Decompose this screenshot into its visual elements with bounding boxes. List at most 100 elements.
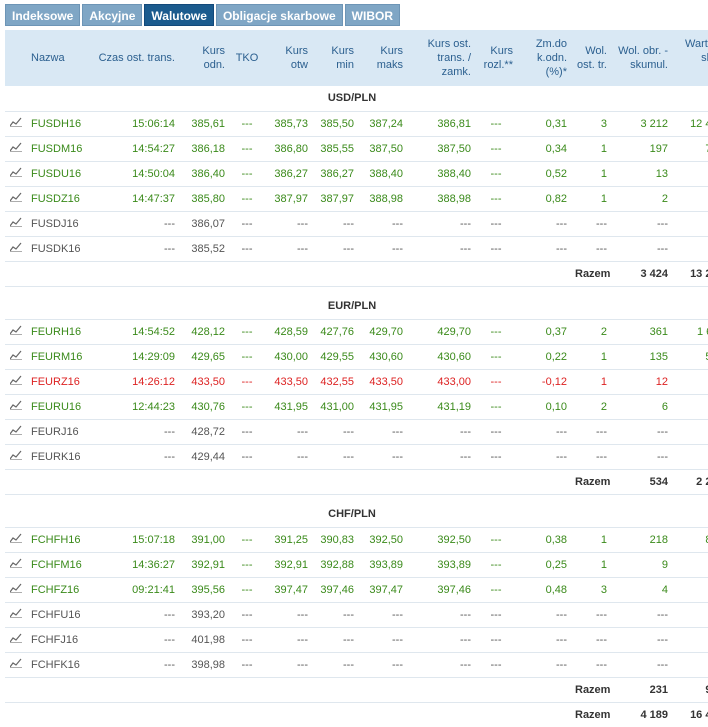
cell-wart-obr: 1 633,11 [672, 319, 708, 345]
table-row[interactable]: FCHFH16 15:07:18 391,00 --- 391,25 390,83 392,… [5, 527, 708, 553]
table-row[interactable]: FEURZ16 14:26:12 433,50 --- 433,50 432,55 433,… [5, 369, 708, 395]
cell-tko: --- [229, 552, 265, 578]
cell-czas: 14:47:37 [93, 186, 179, 212]
chart-line-icon[interactable] [5, 577, 27, 603]
cell-name[interactable]: FEURZ16 [27, 369, 93, 395]
chart-line-icon[interactable] [5, 211, 27, 237]
header-wol-ost[interactable]: Wol. ost. tr. [571, 30, 611, 86]
table-row[interactable]: FUSDZ16 14:47:37 385,80 --- 387,97 387,97 388,… [5, 186, 708, 212]
table-row[interactable]: FEURH16 14:54:52 428,12 --- 428,59 427,76 429,… [5, 319, 708, 345]
chart-line-icon[interactable] [5, 652, 27, 678]
chart-line-icon[interactable] [5, 236, 27, 262]
group-header-row: CHF/PLN [5, 502, 708, 528]
chart-line-icon[interactable] [5, 602, 27, 628]
table-row[interactable]: FCHFU16 --- 393,20 --- --- --- --- --- --- --- ---… [5, 602, 708, 628]
cell-wol-ost: 1 [571, 186, 611, 212]
tab-wibor[interactable]: WIBOR [344, 4, 400, 26]
cell-wart-obr: --- [672, 236, 708, 262]
cell-kurs-min: 390,83 [312, 527, 358, 553]
chart-line-icon[interactable] [5, 344, 27, 370]
chart-line-icon[interactable] [5, 552, 27, 578]
header-kurs-min[interactable]: Kurs min [312, 30, 358, 86]
table-row[interactable]: FUSDM16 14:54:27 386,18 --- 386,80 385,55 387,… [5, 136, 708, 162]
cell-kurs-otw: --- [265, 419, 312, 445]
chart-line-icon[interactable] [5, 627, 27, 653]
table-row[interactable]: FEURM16 14:29:09 429,65 --- 430,00 429,55 430,… [5, 344, 708, 370]
cell-tko: --- [229, 186, 265, 212]
chart-line-icon[interactable] [5, 419, 27, 445]
table-row[interactable]: FUSDH16 15:06:14 385,61 --- 385,73 385,50 387,… [5, 111, 708, 137]
chart-line-icon[interactable] [5, 161, 27, 187]
cell-name[interactable]: FEURU16 [27, 394, 93, 420]
cell-czas: --- [93, 236, 179, 262]
cell-name[interactable]: FCHFZ16 [27, 577, 93, 603]
table-row[interactable]: FCHFJ16 --- 401,98 --- --- --- --- --- --- --- ---… [5, 627, 708, 653]
cell-wart-obr: --- [672, 419, 708, 445]
cell-name[interactable]: FCHFU16 [27, 602, 93, 628]
cell-name[interactable]: FUSDZ16 [27, 186, 93, 212]
chart-line-icon[interactable] [5, 136, 27, 162]
table-row[interactable]: FUSDU16 14:50:04 386,40 --- 386,27 386,27 388,… [5, 161, 708, 187]
table-row[interactable]: FCHFM16 14:36:27 392,91 --- 392,91 392,88 393,… [5, 552, 708, 578]
cell-wol-obr: 12 [611, 369, 672, 395]
chart-line-icon[interactable] [5, 444, 27, 470]
tab-obligacje-skarbowe[interactable]: Obligacje skarbowe [215, 4, 343, 26]
cell-czas: 14:36:27 [93, 552, 179, 578]
cell-name[interactable]: FEURM16 [27, 344, 93, 370]
group-header-blank [611, 294, 708, 320]
cell-name[interactable]: FCHFM16 [27, 552, 93, 578]
cell-name[interactable]: FCHFK16 [27, 652, 93, 678]
cell-tko: --- [229, 652, 265, 678]
cell-czas: 14:29:09 [93, 344, 179, 370]
total-blank [5, 677, 571, 703]
tab-walutowe[interactable]: Walutowe [144, 4, 214, 26]
header-czas[interactable]: Czas ost. trans. [93, 30, 179, 86]
table-row[interactable]: FUSDJ16 --- 386,07 --- --- --- --- --- --- --- ---… [5, 211, 708, 237]
header-wol-obr[interactable]: Wol. obr. - skumul. [611, 30, 672, 86]
table-row[interactable]: FEURK16 --- 429,44 --- --- --- --- --- --- --- ---… [5, 444, 708, 470]
cell-kurs-ost: 387,50 [407, 136, 475, 162]
cell-name[interactable]: FUSDJ16 [27, 211, 93, 237]
cell-tko: --- [229, 111, 265, 137]
tab-akcyjne[interactable]: Akcyjne [82, 4, 143, 26]
cell-name[interactable]: FCHFJ16 [27, 627, 93, 653]
table-row[interactable]: FEURJ16 --- 428,72 --- --- --- --- --- --- --- ---… [5, 419, 708, 445]
cell-kurs-maks: 433,50 [358, 369, 407, 395]
cell-name[interactable]: FUSDU16 [27, 161, 93, 187]
header-kurs-otw[interactable]: Kurs otw [265, 30, 312, 86]
header-nazwa[interactable]: Nazwa [27, 30, 93, 86]
cell-name[interactable]: FEURH16 [27, 319, 93, 345]
header-kurs-maks[interactable]: Kurs maks [358, 30, 407, 86]
table-row[interactable]: FUSDK16 --- 385,52 --- --- --- --- --- --- --- ---… [5, 236, 708, 262]
cell-kurs-ost: 388,98 [407, 186, 475, 212]
group-header-blank [5, 502, 93, 528]
chart-line-icon[interactable] [5, 369, 27, 395]
cell-name[interactable]: FUSDK16 [27, 236, 93, 262]
chart-line-icon[interactable] [5, 527, 27, 553]
chart-line-icon[interactable] [5, 319, 27, 345]
cell-name[interactable]: FUSDM16 [27, 136, 93, 162]
cell-tko: --- [229, 344, 265, 370]
header-zmiana[interactable]: Zm.do k.odn. (%)* [517, 30, 571, 86]
tab-indeksowe[interactable]: Indeksowe [5, 4, 81, 26]
cell-name[interactable]: FUSDH16 [27, 111, 93, 137]
header-kurs-odn[interactable]: Kurs odn. [179, 30, 229, 86]
cell-kurs-maks: 388,40 [358, 161, 407, 187]
cell-name[interactable]: FEURK16 [27, 444, 93, 470]
chart-line-icon[interactable] [5, 111, 27, 137]
group-header-blank [5, 294, 93, 320]
header-kurs-rozl[interactable]: Kurs rozl.** [475, 30, 517, 86]
group-header-blank [611, 86, 708, 112]
header-wart-obr[interactable]: Wart. obr. -skumul. (tys.) [672, 30, 708, 86]
header-tko[interactable]: TKO [229, 30, 265, 86]
cell-name[interactable]: FCHFH16 [27, 527, 93, 553]
table-row[interactable]: FEURU16 12:44:23 430,76 --- 431,95 431,00 431,… [5, 394, 708, 420]
cell-name[interactable]: FEURJ16 [27, 419, 93, 445]
chart-line-icon[interactable] [5, 394, 27, 420]
table-row[interactable]: FCHFZ16 09:21:41 395,56 --- 397,47 397,46 397,… [5, 577, 708, 603]
cell-wart-obr: 580,52 [672, 344, 708, 370]
chart-line-icon[interactable] [5, 186, 27, 212]
table-row[interactable]: FCHFK16 --- 398,98 --- --- --- --- --- --- --- ---… [5, 652, 708, 678]
grand-total-volume: 4 189 [640, 708, 668, 721]
header-kurs-ost[interactable]: Kurs ost. trans. / zamk. [407, 30, 475, 86]
